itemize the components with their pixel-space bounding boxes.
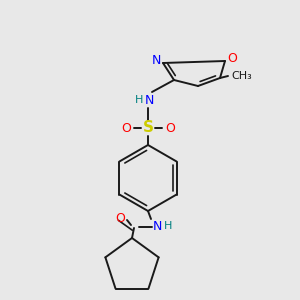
Text: O: O xyxy=(165,122,175,134)
Text: CH₃: CH₃ xyxy=(232,71,252,81)
Text: N: N xyxy=(151,55,161,68)
Text: O: O xyxy=(115,212,125,224)
Text: N: N xyxy=(144,94,154,106)
Text: O: O xyxy=(121,122,131,134)
Text: N: N xyxy=(152,220,162,232)
Text: S: S xyxy=(142,121,154,136)
Text: O: O xyxy=(227,52,237,65)
Text: H: H xyxy=(135,95,143,105)
Text: H: H xyxy=(164,221,172,231)
